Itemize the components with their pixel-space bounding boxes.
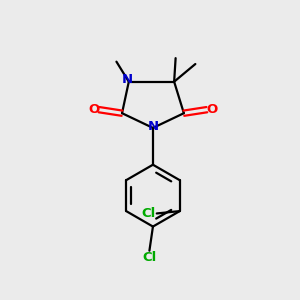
Text: N: N [147,120,158,133]
Text: N: N [122,74,133,86]
Text: O: O [206,103,218,116]
Text: Cl: Cl [141,207,156,220]
Text: Cl: Cl [142,251,157,264]
Text: O: O [88,103,99,116]
